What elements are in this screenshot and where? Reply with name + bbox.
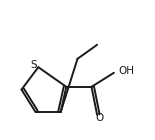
Text: O: O — [95, 113, 103, 123]
Text: OH: OH — [119, 66, 135, 76]
Text: S: S — [31, 60, 37, 70]
